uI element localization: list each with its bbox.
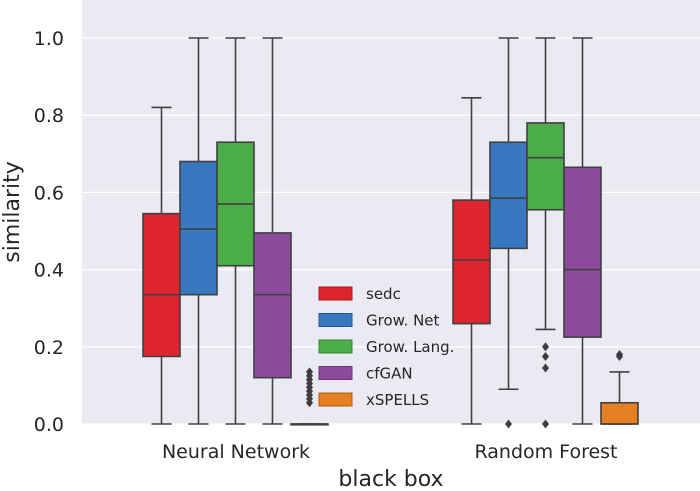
outlier-point (542, 363, 549, 373)
x-axis-label: black box (338, 467, 443, 491)
box-body (563, 166, 602, 338)
outlier-point (505, 419, 512, 429)
box-grow-lang--neural-network (216, 37, 255, 425)
legend-swatch (318, 339, 353, 354)
legend-swatch (318, 392, 353, 407)
legend-item: xSPELLS (318, 391, 429, 409)
y-tick-label: 0.8 (34, 105, 64, 127)
y-tick-label: 1.0 (34, 28, 64, 50)
y-tick-labels: 0.0 0.2 0.4 0.6 0.8 1.0 (34, 28, 64, 436)
legend-label: Grow. Lang. (366, 338, 454, 356)
box-body (142, 212, 181, 358)
box-body (253, 232, 292, 379)
legend-label: Grow. Net (366, 312, 440, 330)
legend-item: cfGAN (318, 365, 413, 383)
outlier-point (542, 419, 549, 429)
legend-label: xSPELLS (366, 391, 429, 409)
y-tick-label: 0.4 (34, 260, 64, 282)
boxes (142, 37, 639, 429)
box-cfgan-neural-network (253, 37, 292, 425)
box-body (452, 199, 491, 325)
legend-label: cfGAN (366, 365, 413, 383)
outlier-point (616, 351, 623, 361)
box-body (526, 122, 565, 211)
outlier-point (306, 398, 313, 408)
box-grow-lang--random-forest (526, 37, 565, 429)
box-grow-net-random-forest (489, 37, 528, 429)
y-tick-label: 0.0 (34, 414, 64, 436)
outlier-point (542, 351, 549, 361)
box-body (489, 141, 528, 250)
legend: sedc Grow. Net Grow. Lang. cfGAN xSPELLS (318, 285, 454, 409)
legend-item: sedc (318, 285, 401, 303)
legend-swatch (318, 313, 353, 327)
box-xspells-random-forest (600, 350, 639, 425)
x-tick-labels: Neural Network Random Forest (162, 441, 618, 463)
plot-background (82, 0, 700, 424)
y-tick-label: 0.2 (34, 337, 64, 359)
box-cfgan-random-forest (563, 37, 602, 425)
box-xspells-neural-network (290, 367, 329, 426)
legend-item: Grow. Lang. (318, 338, 454, 356)
legend-swatch (318, 286, 353, 301)
box-body (179, 160, 218, 296)
outlier-point (542, 342, 549, 352)
y-tick-label: 0.6 (34, 182, 64, 204)
legend-item: Grow. Net (318, 312, 440, 330)
x-tick-label: Neural Network (162, 441, 310, 463)
y-axis-label: similarity (0, 161, 25, 263)
box-sedc-random-forest (452, 97, 491, 425)
box-body (600, 401, 639, 425)
x-tick-label: Random Forest (474, 441, 617, 463)
legend-swatch (318, 366, 353, 380)
legend-label: sedc (366, 285, 401, 303)
